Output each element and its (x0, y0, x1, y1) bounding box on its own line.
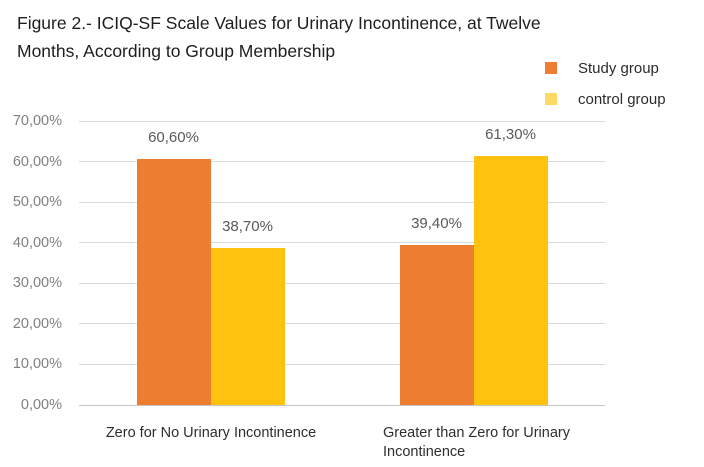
bar-study-group (136, 159, 211, 405)
legend-item-label: control group (578, 90, 666, 108)
bar-value-label: 61,30% (485, 126, 536, 144)
chart-title: Figure 2.- ICIQ-SF Scale Values for Urin… (17, 13, 541, 61)
x-axis-category-label: Greater than Zero for Urinary Incontinen… (383, 425, 570, 460)
bar-study-group (399, 245, 474, 405)
gridline (79, 201, 605, 203)
legend-item-label: Study group (578, 59, 659, 77)
bar-value-label: 38,70% (222, 217, 273, 235)
bar-value-label: 60,60% (148, 129, 199, 147)
chart-legend: Study group control group (545, 58, 700, 120)
y-axis-tick-label: 10,00% (12, 356, 62, 373)
y-axis-tick-label: 50,00% (12, 194, 62, 211)
gridline (79, 282, 605, 284)
y-axis-tick-label: 40,00% (12, 234, 62, 251)
y-axis-tick-label: 0,00% (20, 397, 62, 413)
bar-control-group (473, 156, 548, 405)
legend-swatch-study-group (545, 62, 557, 74)
bar-value-label: 39,40% (411, 215, 462, 233)
legend-item-study-group: Study group (545, 58, 700, 78)
gridline (79, 242, 605, 244)
bar-control-group (210, 247, 285, 405)
y-axis-tick-label: 60,00% (12, 153, 62, 170)
y-axis-tick-label: 30,00% (12, 275, 62, 292)
gridline (79, 323, 605, 325)
legend-swatch-control-group (545, 93, 557, 105)
gridline (79, 404, 605, 406)
y-axis-tick-label: 20,00% (12, 315, 62, 332)
gridline (79, 363, 605, 365)
gridline (79, 161, 605, 163)
y-axis-tick-label: 70,00% (12, 113, 62, 129)
gridline (79, 120, 605, 122)
x-axis-category-label: Zero for No Urinary Incontinence (105, 425, 317, 441)
legend-item-control-group: control group (545, 89, 700, 109)
